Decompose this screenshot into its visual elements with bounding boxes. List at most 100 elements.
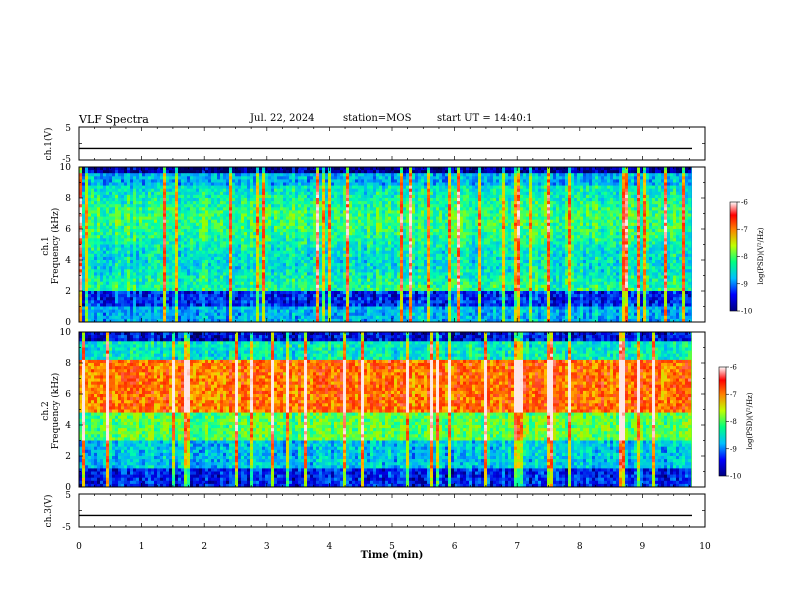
spectrogram-cell bbox=[265, 198, 269, 202]
spectrogram-cell bbox=[232, 225, 236, 230]
spectrogram-cell bbox=[355, 170, 359, 174]
spectrogram-cell bbox=[136, 213, 140, 217]
spectrogram-cell bbox=[361, 225, 365, 230]
spectrogram-cell bbox=[157, 198, 161, 202]
spectrogram-cell bbox=[631, 198, 635, 202]
spectrogram-cell bbox=[202, 216, 206, 220]
spectrogram-cell bbox=[610, 232, 614, 236]
spectrogram-cell bbox=[568, 207, 572, 211]
spectrogram-cell bbox=[265, 201, 269, 205]
spectrogram-cell bbox=[202, 219, 206, 224]
spectrogram-cell bbox=[379, 167, 383, 171]
spectrogram-cell bbox=[550, 185, 554, 189]
spectrogram-cell bbox=[442, 232, 446, 236]
spectrogram-cell bbox=[376, 167, 380, 171]
spectrogram-cell bbox=[646, 204, 650, 208]
spectrogram-cell bbox=[91, 173, 95, 177]
spectrogram-cell bbox=[217, 188, 221, 193]
spectrogram-cell bbox=[607, 210, 611, 214]
spectrogram-cell bbox=[337, 167, 341, 171]
spectrogram-cell bbox=[328, 176, 332, 180]
spectrogram-cell bbox=[343, 222, 347, 227]
spectrogram-cell bbox=[106, 198, 110, 202]
spectrogram-cell bbox=[202, 185, 206, 189]
spectrogram-cell bbox=[457, 232, 461, 236]
spectrogram-cell bbox=[688, 182, 692, 186]
spectrogram-cell bbox=[136, 179, 140, 183]
spectrogram-cell bbox=[661, 179, 665, 183]
spectrogram-cell bbox=[469, 207, 473, 211]
spectrogram-cell bbox=[280, 213, 284, 217]
spectrogram-cell bbox=[643, 182, 647, 186]
spectrogram-cell bbox=[343, 204, 347, 208]
spectrogram-cell bbox=[406, 198, 410, 202]
spectrogram-cell bbox=[214, 238, 218, 242]
spectrogram-cell bbox=[319, 222, 323, 227]
spectrogram-cell bbox=[232, 201, 236, 205]
spectrogram-cell bbox=[205, 194, 209, 199]
spectrogram-cell bbox=[100, 216, 104, 220]
spectrogram-cell bbox=[103, 191, 107, 196]
spectrogram-cell bbox=[208, 238, 212, 242]
spectrogram-cell bbox=[559, 204, 563, 208]
spectrogram-cell bbox=[313, 182, 317, 186]
spectrogram-cell bbox=[394, 201, 398, 205]
spectrogram-cell bbox=[676, 194, 680, 199]
spectrogram-cell bbox=[457, 167, 461, 171]
spectrogram-cell bbox=[175, 173, 179, 177]
spectrogram-cell bbox=[634, 191, 638, 196]
spectrogram-cell bbox=[370, 204, 374, 208]
spectrogram-cell bbox=[286, 173, 290, 177]
spectrogram-cell bbox=[349, 167, 353, 171]
spectrogram-cell bbox=[211, 179, 215, 183]
spectrogram-cell bbox=[79, 198, 83, 202]
spectrogram-cell bbox=[385, 232, 389, 236]
spectrogram-cell bbox=[121, 235, 125, 239]
spectrogram-cell bbox=[202, 201, 206, 205]
spectrogram-cell bbox=[97, 182, 101, 186]
spectrogram-cell bbox=[343, 238, 347, 242]
spectrogram-cell bbox=[499, 232, 503, 236]
spectrogram-cell bbox=[496, 235, 500, 239]
spectrogram-cell bbox=[193, 229, 197, 233]
spectrogram-cell bbox=[652, 204, 656, 208]
spectrogram-cell bbox=[415, 219, 419, 224]
spectrogram-cell bbox=[487, 167, 491, 171]
spectrogram-cell bbox=[322, 194, 326, 199]
spectrogram-cell bbox=[676, 185, 680, 189]
spectrogram-cell bbox=[508, 167, 512, 171]
spectrogram-cell bbox=[496, 207, 500, 211]
spectrogram-cell bbox=[457, 170, 461, 174]
spectrogram-cell bbox=[499, 204, 503, 208]
spectrogram-cell bbox=[523, 219, 527, 224]
spectrogram-cell bbox=[544, 185, 548, 189]
spectrogram-cell bbox=[412, 191, 416, 196]
spectrogram-cell bbox=[346, 176, 350, 180]
spectrogram-cell bbox=[310, 204, 314, 208]
spectrogram-cell bbox=[529, 188, 533, 193]
spectrogram-cell bbox=[394, 173, 398, 177]
spectrogram-cell bbox=[370, 191, 374, 196]
spectrogram-cell bbox=[508, 176, 512, 180]
spectrogram-cell bbox=[616, 191, 620, 196]
spectrogram-cell bbox=[442, 182, 446, 186]
spectrogram-cell bbox=[145, 219, 149, 224]
spectrogram-cell bbox=[565, 219, 569, 224]
spectrogram-cell bbox=[373, 216, 377, 220]
spectrogram-cell bbox=[505, 191, 509, 196]
spectrogram-cell bbox=[157, 222, 161, 227]
spectrogram-cell bbox=[448, 232, 452, 236]
spectrogram-cell bbox=[667, 210, 671, 214]
spectrogram-cell bbox=[193, 170, 197, 174]
spectrogram-cell bbox=[238, 229, 242, 233]
spectrogram-cell bbox=[454, 219, 458, 224]
spectrogram-cell bbox=[457, 225, 461, 230]
spectrogram-cell bbox=[235, 170, 239, 174]
spectrogram-cell bbox=[262, 173, 266, 177]
spectrogram-cell bbox=[430, 176, 434, 180]
spectrogram-cell bbox=[370, 216, 374, 220]
spectrogram-cell bbox=[97, 229, 101, 233]
spectrogram-cell bbox=[619, 229, 623, 233]
spectrogram-cell bbox=[610, 229, 614, 233]
spectrogram-cell bbox=[334, 238, 338, 242]
